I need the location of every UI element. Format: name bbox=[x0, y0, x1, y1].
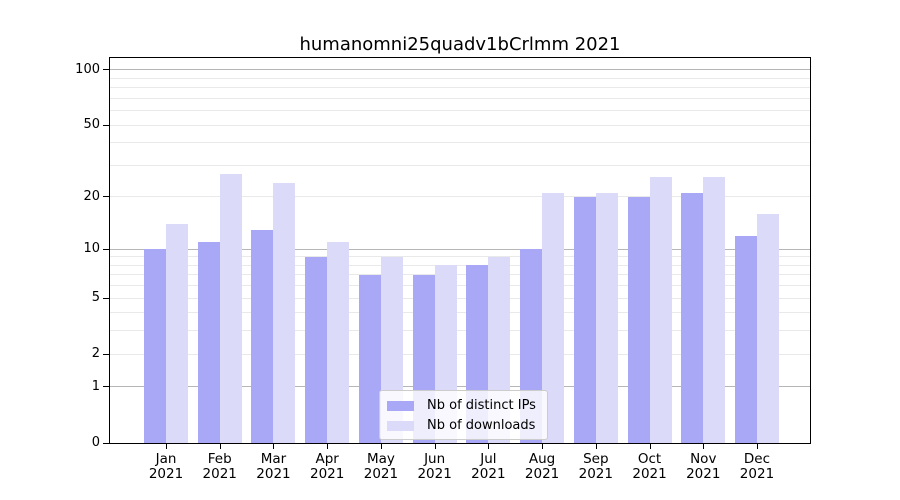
gridline-minor bbox=[110, 124, 810, 126]
bar-distinct-ips-oct bbox=[627, 196, 650, 443]
bar-downloads-apr bbox=[327, 242, 350, 443]
bar-downloads-mar bbox=[273, 182, 296, 443]
gridline-minor bbox=[110, 142, 810, 144]
bar-distinct-ips-mar bbox=[251, 229, 274, 443]
gridline-major bbox=[110, 386, 810, 388]
y-tick-mark bbox=[103, 386, 110, 388]
legend-swatch-ips bbox=[387, 400, 414, 411]
y-tick-label: 10 bbox=[83, 241, 100, 257]
gridline-minor bbox=[110, 274, 810, 276]
bar-downloads-sep bbox=[595, 193, 618, 443]
gridline-minor bbox=[110, 285, 810, 287]
x-tick-label: Mar 2021 bbox=[256, 451, 291, 482]
y-tick-label: 1 bbox=[91, 378, 100, 394]
x-tick-mark bbox=[756, 444, 758, 449]
chart-title: humanomni25quadv1bCrlmm 2021 bbox=[299, 34, 621, 55]
x-tick-label: Nov 2021 bbox=[686, 451, 721, 482]
bar-downloads-nov bbox=[703, 176, 726, 443]
y-tick-label: 100 bbox=[75, 61, 100, 77]
y-tick-label: 20 bbox=[83, 188, 100, 204]
gridline-minor bbox=[110, 196, 810, 198]
plot-area bbox=[109, 57, 811, 444]
bar-distinct-ips-apr bbox=[305, 256, 328, 443]
x-tick-mark bbox=[434, 444, 436, 449]
gridline-minor bbox=[110, 97, 810, 99]
gridline-minor bbox=[110, 330, 810, 332]
legend-item-downloads: Nb of downloads bbox=[387, 419, 536, 432]
x-tick-mark bbox=[703, 444, 705, 449]
y-tick-label: 2 bbox=[91, 346, 100, 362]
legend-swatch-downloads bbox=[387, 420, 414, 431]
y-tick-mark bbox=[103, 297, 110, 299]
x-tick-mark bbox=[488, 444, 490, 449]
x-tick-mark bbox=[219, 444, 221, 449]
bar-distinct-ips-nov bbox=[681, 193, 704, 443]
x-tick-label: Feb 2021 bbox=[202, 451, 237, 482]
x-tick-label: May 2021 bbox=[363, 451, 399, 482]
y-tick-mark bbox=[103, 353, 110, 355]
gridline-minor bbox=[110, 256, 810, 258]
gridline-minor bbox=[110, 312, 810, 314]
gridline-major bbox=[110, 69, 810, 71]
x-tick-mark bbox=[542, 444, 544, 449]
legend-item-distinct-ips: Nb of distinct IPs bbox=[387, 399, 536, 412]
gridline-minor bbox=[110, 87, 810, 89]
bar-downloads-jan bbox=[166, 224, 188, 443]
x-tick-label: Oct 2021 bbox=[632, 451, 667, 482]
x-tick-mark bbox=[595, 444, 597, 449]
y-tick-label: 50 bbox=[83, 117, 100, 133]
legend: Nb of distinct IPs Nb of downloads bbox=[379, 390, 548, 440]
gridline-minor bbox=[110, 110, 810, 112]
legend-label-distinct-ips: Nb of distinct IPs bbox=[427, 398, 536, 413]
gridline-minor bbox=[110, 297, 810, 299]
x-tick-mark bbox=[273, 444, 275, 449]
x-tick-mark bbox=[649, 444, 651, 449]
bar-downloads-feb bbox=[219, 173, 242, 443]
y-tick-mark bbox=[103, 69, 110, 71]
y-tick-mark bbox=[103, 248, 110, 250]
y-tick-mark bbox=[103, 124, 110, 126]
bar-downloads-dec bbox=[756, 213, 779, 443]
bar-distinct-ips-sep bbox=[573, 196, 596, 443]
gridline-minor bbox=[110, 264, 810, 266]
x-tick-mark bbox=[380, 444, 382, 449]
legend-label-downloads: Nb of downloads bbox=[427, 418, 536, 433]
bar-distinct-ips-jan bbox=[144, 249, 166, 443]
gridline-minor bbox=[110, 77, 810, 79]
y-tick-label: 5 bbox=[91, 290, 100, 306]
x-tick-label: Dec 2021 bbox=[739, 451, 775, 482]
bar-distinct-ips-may bbox=[358, 274, 381, 443]
bar-distinct-ips-feb bbox=[197, 242, 220, 443]
bar-downloads-oct bbox=[649, 176, 672, 443]
x-tick-mark bbox=[327, 444, 329, 449]
x-tick-label: Jan 2021 bbox=[148, 451, 184, 482]
gridline-minor bbox=[110, 353, 810, 355]
bar-distinct-ips-dec bbox=[734, 235, 757, 443]
x-tick-label: Aug 2021 bbox=[524, 451, 560, 482]
x-tick-label: Jul 2021 bbox=[471, 451, 506, 482]
y-tick-mark bbox=[103, 442, 110, 444]
x-tick-label: Apr 2021 bbox=[309, 451, 345, 482]
y-tick-label: 0 bbox=[91, 435, 100, 450]
x-tick-mark bbox=[166, 444, 167, 449]
x-tick-label: Jun 2021 bbox=[417, 451, 452, 482]
y-tick-mark bbox=[103, 196, 110, 198]
x-tick-label: Sep 2021 bbox=[578, 451, 613, 482]
gridline-major bbox=[110, 248, 810, 250]
bar-downloads-aug bbox=[542, 193, 565, 443]
gridline-minor bbox=[110, 164, 810, 166]
